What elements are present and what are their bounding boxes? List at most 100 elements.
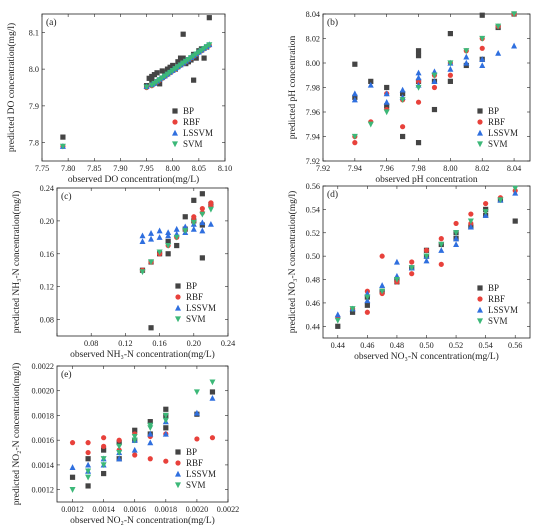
legend-marker-bp [477,285,483,291]
data-point-bp [191,77,197,83]
legend-label: SVM [186,314,206,324]
x-tick-label: 0.46 [360,341,374,350]
legend-label: RBF [186,458,203,468]
data-point-rbf [132,452,138,458]
data-point-rbf [101,443,107,449]
x-tick-label: 7.90 [113,164,127,173]
y-tick-label: 0.0016 [31,436,54,445]
y-tick-label: 0.0018 [31,411,54,420]
y-tick-label: 0.44 [306,322,320,331]
y-tick-label: 0.12 [40,283,54,292]
data-point-svm [199,211,206,218]
y-tick-label: 0.0014 [31,461,54,470]
y-tick-label: 0.50 [306,252,320,261]
data-point-lssvm [399,86,406,93]
x-tick-label: 0.0018 [155,505,178,514]
x-axis-title: observed NO₂-N concentration(mg/L) [70,515,215,526]
data-point-svm [209,379,216,386]
x-tick-label: 0.08 [84,339,98,348]
x-tick-label: 8.05 [192,164,206,173]
data-point-lssvm [415,69,422,76]
data-point-lssvm [415,74,422,81]
x-tick-label: 7.98 [411,164,425,173]
data-point-svm [148,259,155,266]
data-point-lssvm [379,282,386,288]
data-point-bp [149,73,155,80]
data-point-lssvm [463,53,470,60]
data-point-rbf [415,99,422,105]
data-point-svm [85,468,92,475]
data-point-lssvm [351,90,358,97]
data-point-lssvm [147,439,154,446]
data-point-svm [193,389,200,396]
data-point-lssvm [165,232,172,239]
data-point-svm [447,60,454,67]
data-point-svm [512,185,519,192]
x-tick-label: 0.24 [221,339,235,348]
chart-panel: 7.75 7.80 7.85 7.90 7.95 8.00 8.05 8.10 7.8 7.9 8.… [6,13,232,185]
x-tick-label: 7.75 [35,164,49,173]
data-point-rbf [423,247,430,253]
data-point-bp [165,238,171,245]
y-tick-label: 0.16 [40,250,54,259]
data-point-lssvm [162,430,169,437]
y-axis-title: predicted NO₃-N concentration(mg/l) [287,191,298,334]
data-point-svm [69,487,76,493]
data-point-bp [101,447,107,453]
data-point-rbf [85,440,91,446]
y-tick-label: 8.00 [306,59,320,68]
legend-marker-bp [477,108,483,114]
data-point-rbf [69,440,76,446]
data-point-bp [132,427,138,433]
data-point-svm [147,422,154,429]
x-tick-label: 7.92 [316,164,330,173]
data-point-bp [164,66,171,72]
data-point-bp [69,474,76,480]
data-point-bp [447,78,453,84]
data-point-svm [139,269,146,276]
data-point-lssvm [463,59,470,66]
legend-marker-lssvm [172,129,178,136]
x-tick-label: 7.80 [61,164,75,173]
chart-panel: 0.44 0.46 0.48 0.50 0.52 0.54 0.56 0.44 0.46 0.48… [287,182,531,362]
data-point-rbf [147,456,153,462]
x-tick-label: 7.94 [348,164,362,173]
y-tick-label: 0.20 [40,217,54,226]
data-point-lssvm [173,225,180,232]
data-point-svm [497,197,504,204]
legend-marker-lssvm [175,470,181,477]
data-point-rbf [479,45,485,51]
data-point-svm [367,121,374,128]
data-point-bp [479,12,485,18]
data-point-svm [415,84,422,91]
legend-label: LSSVM [488,128,518,138]
x-tick-label: 0.50 [419,341,433,350]
legend-marker-svm [175,482,181,489]
data-point-lssvm [431,78,438,84]
data-point-rbf [453,220,459,227]
y-tick-label: 8.0 [29,65,39,74]
data-point-bp [175,59,181,65]
data-point-bp [154,70,160,76]
data-point-svm [162,417,169,424]
data-point-svm [383,109,390,116]
x-tick-label: 0.16 [152,339,166,348]
data-point-lssvm [193,409,200,416]
x-tick-label: 0.54 [478,341,492,350]
legend-label: SVM [183,139,203,149]
data-point-bp [85,483,91,489]
x-tick-label: 0.44 [331,341,345,350]
data-point-bp [159,68,165,74]
x-tick-label: 7.85 [87,164,101,173]
data-point-lssvm [351,96,358,103]
data-point-lssvm [512,189,519,196]
data-point-svm [495,23,502,30]
data-point-bp [384,84,390,91]
data-point-lssvm [85,461,92,468]
data-point-lssvm [495,50,502,56]
data-point-lssvm [69,464,76,470]
data-point-svm [423,253,430,260]
y-tick-label: 8.02 [306,35,320,44]
x-tick-label: 0.0016 [123,505,146,514]
data-point-lssvm [148,230,155,236]
